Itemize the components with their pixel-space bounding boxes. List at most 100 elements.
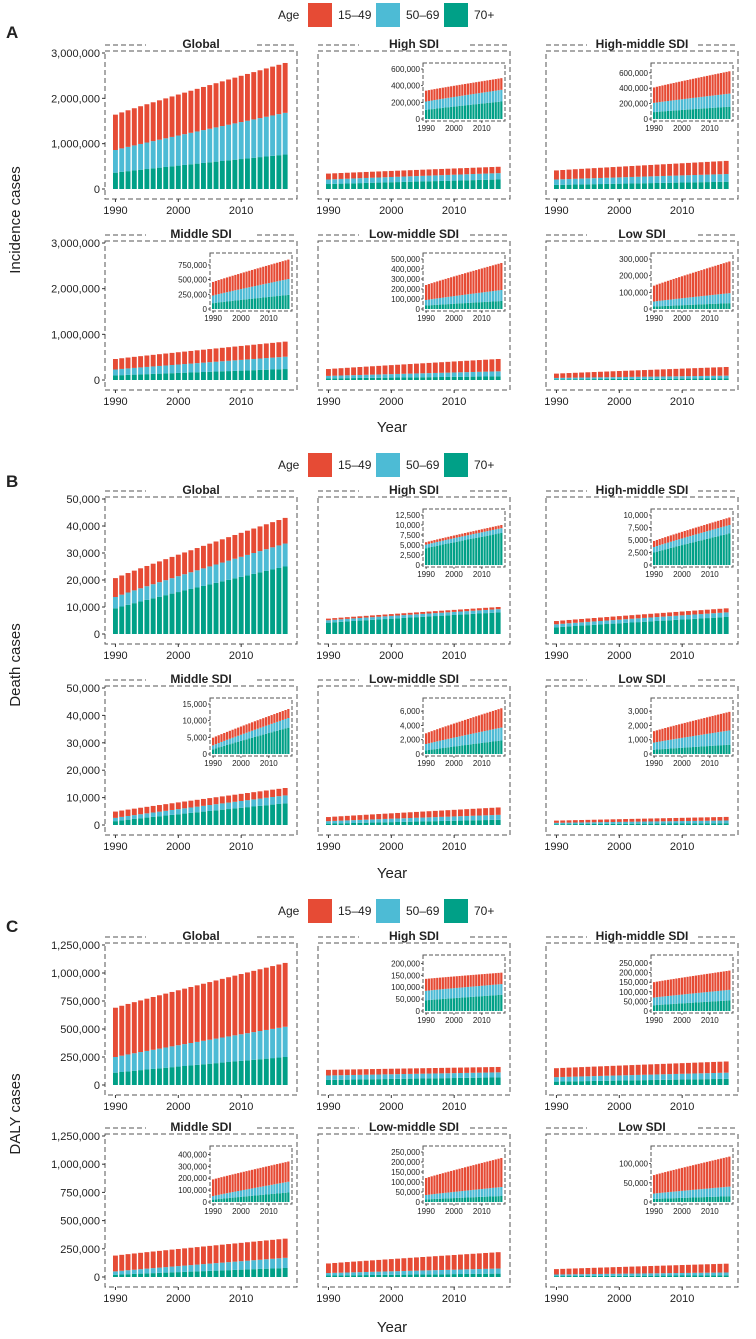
inset-bar-50-69-2013 <box>489 91 492 103</box>
inset-bar-50-69-1998 <box>234 736 237 743</box>
bar-15-49-1993 <box>131 808 137 816</box>
bar-70+-2016 <box>717 378 723 380</box>
inset-bar-70+-2003 <box>461 303 464 309</box>
bar-70+-1998 <box>376 619 382 634</box>
inset-bar-15-49-1992 <box>430 283 433 300</box>
inset-bar-70+-2003 <box>461 997 464 1011</box>
bar-50-69-2006 <box>426 1270 432 1275</box>
bar-15-49-2002 <box>401 1068 407 1075</box>
inset-bar-50-69-2006 <box>469 1190 472 1198</box>
bar-15-49-1991 <box>560 373 566 378</box>
y-tick-label: 0 <box>94 629 100 641</box>
inset-bar-50-69-1998 <box>675 540 678 547</box>
bar-70+-1992 <box>125 819 131 825</box>
inset-bar-70+-2017 <box>728 106 731 119</box>
inset-bar-15-49-2012 <box>714 1159 717 1188</box>
bar-50-69-2000 <box>616 1075 622 1081</box>
bar-50-69-2003 <box>194 1264 200 1272</box>
inset-bar-70+-1990 <box>425 750 428 754</box>
inset-bar-70+-2015 <box>494 741 497 754</box>
bar-50-69-2004 <box>414 1073 419 1079</box>
inset-bar-50-69-1992 <box>658 996 661 1005</box>
inset-bar-70+-2011 <box>711 303 714 309</box>
bar-70+-2008 <box>439 180 445 189</box>
bar-15-49-2011 <box>458 1067 463 1074</box>
inset-bar-70+-2015 <box>722 1000 725 1011</box>
inset-bar-50-69-1991 <box>655 301 659 307</box>
bar-50-69-2010 <box>451 816 457 821</box>
inset-bar-15-49-2002 <box>686 79 689 99</box>
inset-bar-70+-2007 <box>700 540 703 565</box>
x-tick-label: 2010 <box>442 650 466 662</box>
bar-15-49-2003 <box>407 364 413 374</box>
inset-bar-70+-2002 <box>686 747 689 754</box>
bar-50-69-2010 <box>451 372 457 377</box>
bar-70+-2008 <box>226 1270 232 1277</box>
bar-15-49-2004 <box>201 798 206 806</box>
bar-50-69-2001 <box>395 1271 401 1275</box>
inset-bar-50-69-2004 <box>464 535 467 541</box>
inset-y-tick-label: 750,000 <box>178 261 207 270</box>
inset-bar-50-69-2010 <box>267 724 270 734</box>
inset-bar-70+-2016 <box>725 534 728 565</box>
bar-50-69-1990 <box>326 821 331 824</box>
bar-50-69-2000 <box>175 364 181 373</box>
bar-70+-1993 <box>131 1070 137 1085</box>
inset-bar-15-49-2013 <box>717 264 720 295</box>
inset-bar-50-69-2000 <box>680 298 684 306</box>
bar-70+-2004 <box>642 621 647 634</box>
inset-bar-15-49-2012 <box>273 714 276 723</box>
bar-70+-1993 <box>344 1079 350 1085</box>
inset-bar-15-49-2016 <box>284 1162 287 1183</box>
inset-bar-70+-2013 <box>717 536 720 565</box>
inset-bar-50-69-2000 <box>680 538 684 546</box>
bar-70+-2017 <box>723 181 729 189</box>
bar-15-49-2014 <box>704 1264 710 1273</box>
inset-bar-50-69-2015 <box>494 984 497 996</box>
bar-70+-2000 <box>616 183 622 189</box>
bar-70+-1994 <box>351 183 357 189</box>
inset-bar-15-49-2017 <box>287 709 290 718</box>
inset-bar-70+-1992 <box>658 749 661 754</box>
inset-bar-70+-2003 <box>689 543 692 565</box>
bar-50-69-1990 <box>554 179 559 185</box>
bar-50-69-2007 <box>219 1037 225 1063</box>
bar-70+-2011 <box>245 158 250 189</box>
inset-bar-15-49-2003 <box>461 1168 464 1192</box>
bar-70+-2003 <box>407 181 413 189</box>
bar-50-69-2006 <box>213 361 219 372</box>
inset-bar-15-49-1993 <box>661 728 664 742</box>
bar-70+-2014 <box>476 1077 482 1085</box>
bar-50-69-1997 <box>157 1048 162 1069</box>
bar-70+-2017 <box>282 1267 288 1277</box>
inset-bar-50-69-1992 <box>217 294 220 303</box>
bar-15-49-1994 <box>351 367 357 376</box>
bar-15-49-1992 <box>338 617 344 620</box>
inset-bar-50-69-1998 <box>447 988 450 999</box>
inset-bar-15-49-2013 <box>489 1160 492 1189</box>
bar-50-69-1998 <box>604 377 610 380</box>
inset-bar-15-49-2010 <box>267 265 270 284</box>
bar-70+-1991 <box>332 378 338 380</box>
inset-bar-50-69-2002 <box>686 297 689 305</box>
bar-15-49-1997 <box>157 354 162 366</box>
bar-15-49-2013 <box>257 969 263 1032</box>
inset-y-tick-label: 0 <box>416 305 421 314</box>
inset-bar-50-69-1993 <box>661 101 664 112</box>
inset-bar-50-69-2003 <box>689 1190 692 1198</box>
bar-50-69-1995 <box>144 366 150 375</box>
bar-50-69-1995 <box>357 617 363 621</box>
bar-50-69-2003 <box>194 1041 200 1065</box>
inset-bar-70+-2017 <box>500 740 503 754</box>
inset-bar-70+-1994 <box>436 304 439 309</box>
bar-70+-2002 <box>401 1078 407 1085</box>
x-tick-label: 2010 <box>229 841 253 853</box>
bar-50-69-2005 <box>207 566 213 585</box>
inset-bar-15-49-1997 <box>672 278 675 300</box>
inset-bar-50-69-2016 <box>497 528 500 534</box>
bar-50-69-2007 <box>219 803 225 810</box>
bar-50-69-2010 <box>451 174 457 181</box>
inset-bar-50-69-1999 <box>237 289 240 301</box>
